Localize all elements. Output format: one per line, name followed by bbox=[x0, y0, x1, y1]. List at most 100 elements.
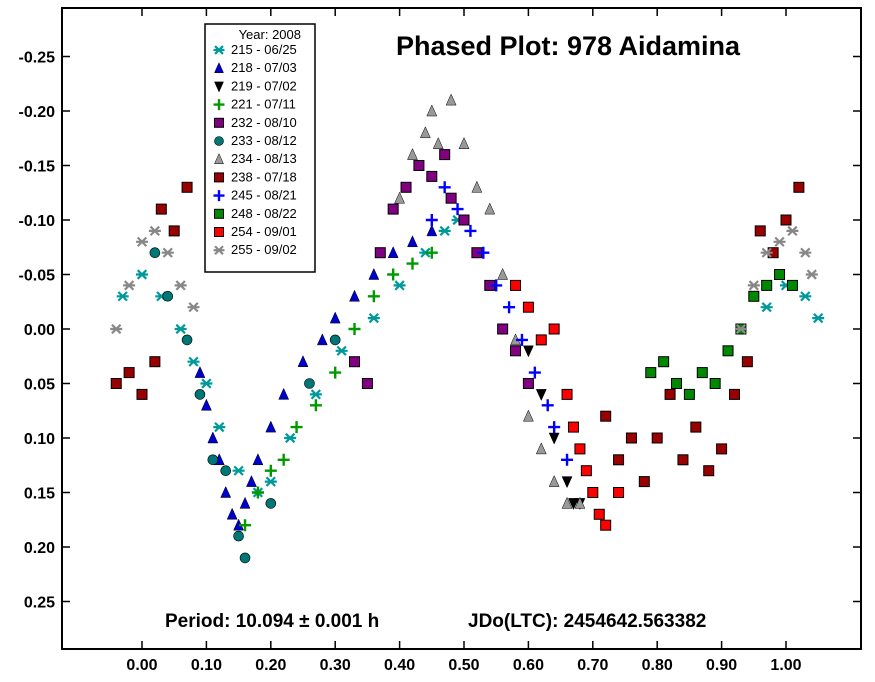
series-2 bbox=[194, 224, 438, 531]
data-point bbox=[664, 388, 676, 400]
data-point bbox=[136, 269, 148, 280]
data-point bbox=[535, 389, 547, 402]
data-point bbox=[471, 180, 483, 193]
data-point bbox=[477, 246, 490, 259]
data-point bbox=[425, 214, 438, 226]
data-point bbox=[625, 432, 637, 444]
data-point bbox=[561, 496, 573, 509]
legend-marker bbox=[213, 99, 225, 111]
data-point bbox=[278, 387, 290, 400]
data-point bbox=[600, 519, 612, 531]
data-point bbox=[187, 302, 200, 313]
data-point bbox=[658, 356, 670, 368]
data-point bbox=[548, 474, 560, 487]
data-point bbox=[400, 181, 412, 193]
legend-item: 245 - 08/21 bbox=[213, 188, 297, 203]
legend-item: 234 - 08/13 bbox=[214, 151, 297, 166]
x-tick-label: 0.70 bbox=[577, 657, 608, 674]
data-point bbox=[812, 313, 825, 324]
data-point bbox=[161, 247, 174, 258]
data-point bbox=[426, 170, 438, 182]
data-point bbox=[510, 345, 522, 357]
data-point bbox=[613, 487, 625, 498]
data-point bbox=[246, 474, 257, 487]
data-point bbox=[116, 291, 129, 302]
data-point bbox=[316, 333, 328, 346]
data-point bbox=[284, 432, 297, 444]
legend-marker bbox=[214, 153, 224, 164]
series-7 bbox=[394, 93, 586, 509]
legend-marker bbox=[214, 62, 224, 73]
data-point bbox=[716, 443, 728, 455]
data-point bbox=[265, 420, 277, 433]
x-tick-label: 0.20 bbox=[255, 657, 286, 674]
data-point bbox=[367, 313, 380, 324]
data-point bbox=[136, 388, 148, 400]
data-point bbox=[149, 247, 161, 258]
legend-label: 255 - 09/02 bbox=[231, 242, 297, 257]
x-tick-label: 0.60 bbox=[513, 657, 544, 674]
legend-marker bbox=[213, 245, 225, 255]
data-point bbox=[110, 378, 122, 389]
y-tick-label: -0.25 bbox=[19, 50, 56, 67]
legend: Year: 2008 215 - 06/25 218 - 07/03 219 - 0… bbox=[204, 23, 316, 273]
data-point bbox=[155, 203, 167, 215]
y-tick-label: 0.15 bbox=[24, 486, 55, 503]
data-point bbox=[574, 443, 586, 455]
data-point bbox=[561, 388, 573, 400]
data-point bbox=[748, 290, 760, 302]
data-point bbox=[709, 378, 721, 389]
data-point bbox=[760, 302, 773, 313]
data-point bbox=[523, 409, 534, 422]
data-point bbox=[528, 366, 541, 379]
data-point bbox=[368, 267, 380, 280]
data-point bbox=[510, 279, 522, 291]
data-points bbox=[110, 93, 825, 564]
y-tick-label: 0.25 bbox=[24, 595, 55, 612]
data-point bbox=[438, 181, 451, 194]
data-point bbox=[522, 301, 534, 313]
legend-marker bbox=[214, 81, 224, 93]
data-point bbox=[387, 246, 399, 258]
data-point bbox=[799, 291, 812, 302]
data-point bbox=[561, 453, 574, 466]
series-12 bbox=[110, 225, 818, 335]
data-point bbox=[645, 367, 657, 379]
epoch-annotation: JDo(LTC): 2454642.563382 bbox=[468, 611, 706, 632]
data-point bbox=[251, 486, 264, 499]
legend-item: 238 - 07/18 bbox=[214, 169, 297, 184]
data-point bbox=[329, 334, 341, 346]
data-point bbox=[149, 356, 161, 368]
data-point bbox=[561, 476, 573, 489]
legend-label: 233 - 08/12 bbox=[231, 133, 297, 148]
legend-label: 245 - 08/21 bbox=[231, 188, 297, 203]
data-point bbox=[760, 247, 773, 258]
data-point bbox=[438, 225, 451, 236]
data-point bbox=[194, 365, 206, 378]
data-point bbox=[252, 453, 264, 466]
data-point bbox=[773, 236, 786, 247]
data-point bbox=[174, 280, 187, 291]
data-point bbox=[264, 476, 277, 487]
data-point bbox=[413, 160, 425, 171]
data-point bbox=[445, 192, 457, 204]
x-tick-label: 1.00 bbox=[770, 657, 801, 674]
data-point bbox=[799, 247, 812, 258]
data-point bbox=[406, 257, 419, 270]
legend-label: 248 - 08/22 bbox=[231, 206, 297, 221]
data-point bbox=[181, 334, 193, 346]
plot-frame bbox=[61, 7, 862, 650]
x-tick-label: 0.40 bbox=[384, 657, 415, 674]
series-3 bbox=[523, 345, 586, 511]
data-point bbox=[580, 465, 592, 477]
x-tick-label: 0.00 bbox=[126, 657, 157, 674]
data-point bbox=[277, 453, 290, 466]
data-point bbox=[220, 465, 232, 477]
series-6 bbox=[149, 247, 341, 564]
data-point bbox=[515, 333, 528, 346]
data-point bbox=[484, 202, 496, 215]
data-point bbox=[593, 508, 605, 520]
data-point bbox=[309, 389, 322, 400]
chart-title: Phased Plot: 978 Aidamina bbox=[396, 31, 741, 61]
data-point bbox=[239, 496, 251, 509]
